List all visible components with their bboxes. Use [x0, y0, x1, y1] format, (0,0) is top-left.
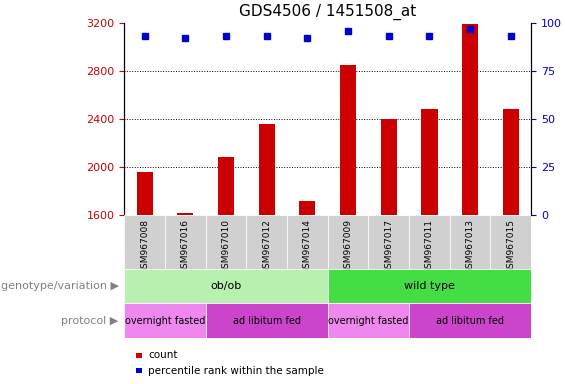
- Bar: [177, 213, 193, 215]
- Text: protocol ▶: protocol ▶: [62, 316, 119, 326]
- Bar: [218, 157, 234, 215]
- Bar: [328, 215, 368, 269]
- Bar: [206, 303, 328, 338]
- Bar: [340, 65, 356, 215]
- Bar: [287, 215, 328, 269]
- Bar: [246, 215, 287, 269]
- Text: percentile rank within the sample: percentile rank within the sample: [148, 366, 324, 376]
- Text: GSM967010: GSM967010: [221, 219, 231, 274]
- Bar: [421, 109, 437, 215]
- Text: GSM967014: GSM967014: [303, 219, 312, 274]
- Bar: [328, 303, 409, 338]
- Title: GDS4506 / 1451508_at: GDS4506 / 1451508_at: [239, 4, 416, 20]
- Bar: [206, 215, 246, 269]
- Bar: [124, 215, 165, 269]
- Text: GSM967008: GSM967008: [140, 219, 149, 274]
- Text: overnight fasted: overnight fasted: [125, 316, 205, 326]
- Bar: [124, 303, 206, 338]
- Bar: [137, 172, 153, 215]
- Text: genotype/variation ▶: genotype/variation ▶: [1, 281, 119, 291]
- Bar: [490, 215, 531, 269]
- Text: overnight fasted: overnight fasted: [328, 316, 408, 326]
- Bar: [503, 109, 519, 215]
- Bar: [409, 215, 450, 269]
- Text: GSM967013: GSM967013: [466, 219, 475, 274]
- Text: ob/ob: ob/ob: [210, 281, 242, 291]
- Bar: [381, 119, 397, 215]
- Bar: [299, 200, 315, 215]
- Text: GSM967009: GSM967009: [344, 219, 353, 274]
- Text: GSM967012: GSM967012: [262, 219, 271, 274]
- Text: GSM967011: GSM967011: [425, 219, 434, 274]
- Bar: [368, 215, 409, 269]
- Text: GSM967016: GSM967016: [181, 219, 190, 274]
- Bar: [165, 215, 206, 269]
- Text: ad libitum fed: ad libitum fed: [233, 316, 301, 326]
- Text: ad libitum fed: ad libitum fed: [436, 316, 504, 326]
- Bar: [462, 24, 478, 215]
- Text: GSM967017: GSM967017: [384, 219, 393, 274]
- Bar: [328, 269, 531, 303]
- Bar: [259, 124, 275, 215]
- Text: GSM967015: GSM967015: [506, 219, 515, 274]
- Text: count: count: [148, 350, 177, 360]
- Bar: [409, 303, 531, 338]
- Text: wild type: wild type: [404, 281, 455, 291]
- Bar: [450, 215, 490, 269]
- Bar: [124, 269, 328, 303]
